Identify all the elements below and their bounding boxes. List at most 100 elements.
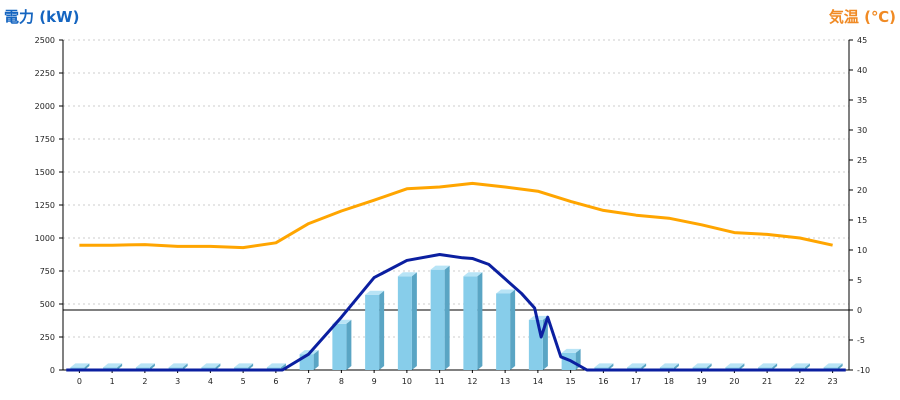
y-left-tick-label: 500 [40,300,55,309]
right-axis-title: 気温 (℃) [828,8,896,26]
power-bar-side [411,272,417,370]
power-bar-front [496,293,511,370]
x-tick-label: 10 [402,377,412,386]
x-tick-label: 15 [566,377,576,386]
power-bar-side [117,363,123,370]
y-left-tick-label: 750 [40,267,55,276]
x-tick-label: 18 [664,377,674,386]
y-right-tick-label: 15 [857,216,867,225]
x-tick-label: 16 [598,377,608,386]
power-bar-top [725,363,745,368]
power-bar-top [70,363,90,368]
power-bar-top [692,363,712,368]
power-bar-side [313,350,319,370]
y-right-tick-label: 0 [857,306,862,315]
y-right-tick-label: -5 [857,336,865,345]
x-tick-label: 8 [339,377,344,386]
x-tick-label: 23 [828,377,838,386]
power-bar-side [608,363,614,370]
power-bar-top [594,363,614,368]
power-bar-top [103,363,123,368]
power-bar [496,289,516,370]
power-bar [397,272,417,370]
power-bar-top [463,272,483,277]
power-bar-side [804,363,810,370]
x-tick-label: 11 [435,377,445,386]
x-tick-label: 1 [110,377,115,386]
power-bar-top [823,363,843,368]
power-bar-front [528,319,543,370]
power-bar-side [477,272,483,370]
power-bar-top [561,348,581,353]
power-bar-front [463,276,478,370]
power-bar-top [790,363,810,368]
power-bar [430,265,450,370]
y-left-tick-label: 2000 [35,102,55,111]
power-bar-top [201,363,221,368]
y-right-tick-label: 40 [857,66,867,75]
y-right-tick-label: -10 [857,366,870,375]
x-tick-label: 13 [500,377,510,386]
x-tick-label: 0 [77,377,82,386]
y-left-tick-label: 0 [50,366,55,375]
power-bar-front [365,294,380,370]
y-left-tick-label: 1250 [35,201,55,210]
y-right-tick-label: 30 [857,126,867,135]
y-left-tick-label: 1750 [35,135,55,144]
y-left-tick-label: 1500 [35,168,55,177]
y-left-tick-label: 1000 [35,234,55,243]
power-bar-top [135,363,155,368]
power-bar-side [772,363,778,370]
x-tick-label: 6 [273,377,278,386]
power-bar-side [510,289,516,370]
y-right-tick-label: 10 [857,246,867,255]
power-bar-top [758,363,778,368]
x-tick-label: 3 [175,377,180,386]
y-left-tick-label: 2250 [35,69,55,78]
power-bar-side [280,363,286,370]
power-bar [463,272,483,370]
x-tick-label: 22 [795,377,805,386]
x-tick-label: 20 [729,377,739,386]
x-tick-label: 4 [208,377,213,386]
power-bar-front [397,276,412,370]
power-bar-side [837,363,843,370]
power-bar-side [346,319,352,370]
power-bar-side [182,363,188,370]
power-bar-top [168,363,188,368]
y-right-tick-label: 35 [857,96,867,105]
power-bar-top [496,289,516,294]
power-bar-side [739,363,745,370]
x-tick-label: 19 [697,377,707,386]
power-bar-top [659,363,679,368]
left-axis-title: 電力 (kW) [4,8,80,26]
power-bar-top [430,265,450,270]
power-bar-side [215,363,221,370]
power-bar-side [673,363,679,370]
power-line [66,253,846,372]
y-right-tick-label: 20 [857,186,867,195]
x-tick-label: 2 [142,377,147,386]
x-tick-label: 5 [241,377,246,386]
y-right-tick-label: 5 [857,276,862,285]
power-bar-top [627,363,647,368]
power-bar-top [365,290,385,295]
power-bar-side [84,363,90,370]
power-bar-side [379,290,385,370]
y-left-tick-label: 250 [40,333,55,342]
x-tick-label: 7 [306,377,311,386]
power-bar-top [234,363,254,368]
x-tick-label: 9 [372,377,377,386]
power-bar-side [149,363,155,370]
power-bar [332,319,352,370]
x-tick-label: 17 [631,377,641,386]
x-tick-label: 12 [467,377,477,386]
x-tick-label: 21 [762,377,772,386]
power-bar [365,290,385,370]
temperature-line [79,181,833,250]
power-bar-top [528,315,548,320]
power-bar-side [248,363,254,370]
power-bar-side [706,363,712,370]
power-bar-front [332,323,347,370]
